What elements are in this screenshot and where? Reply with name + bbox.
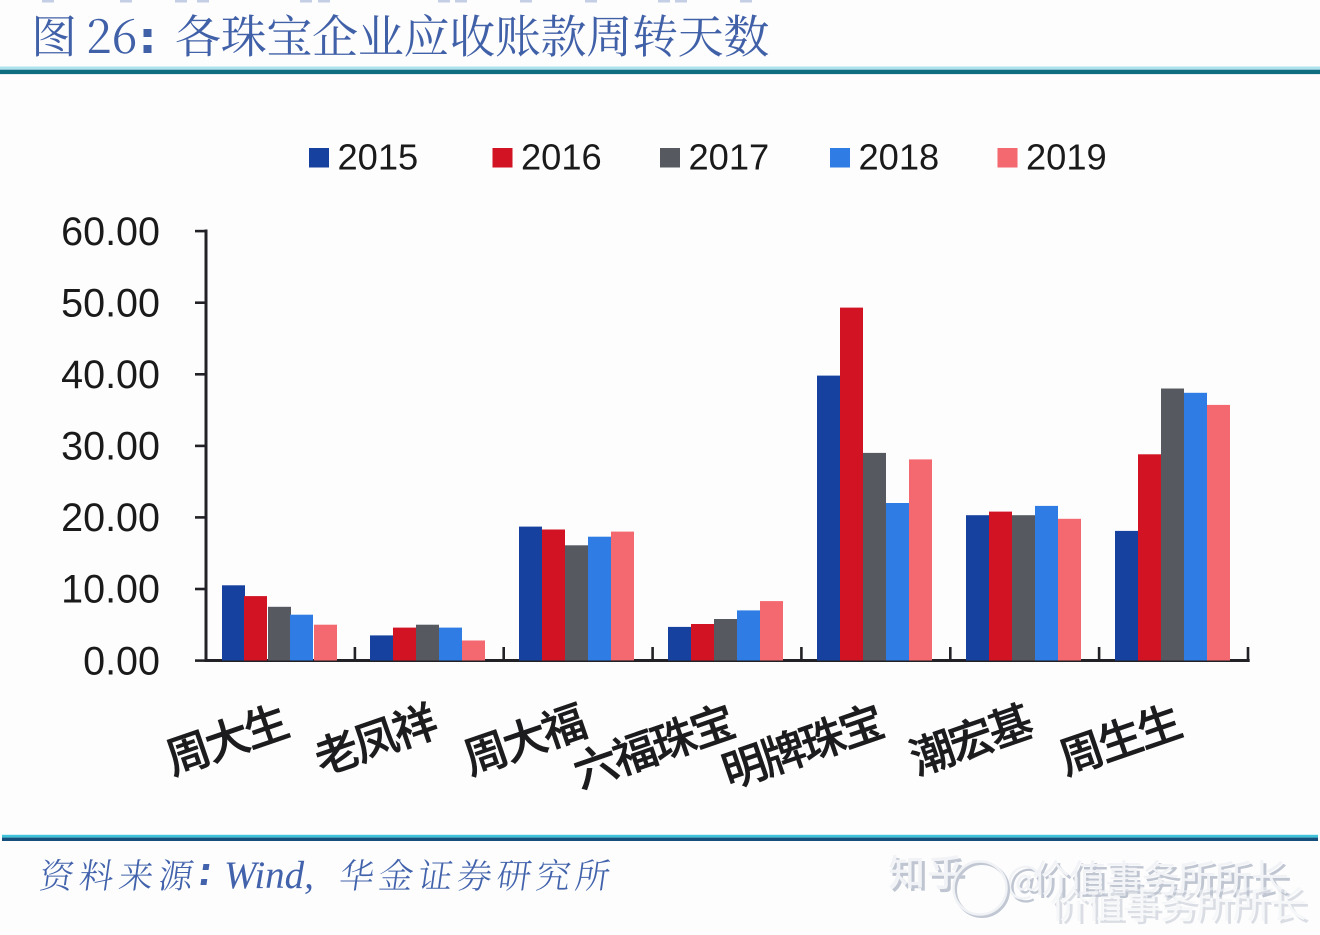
svg-text:0.00: 0.00 <box>83 639 160 683</box>
svg-text:2015: 2015 <box>338 137 419 178</box>
svg-text:30.00: 30.00 <box>61 425 160 469</box>
svg-text:60.00: 60.00 <box>61 210 160 254</box>
svg-text:2017: 2017 <box>689 137 770 178</box>
svg-text:2018: 2018 <box>859 137 940 178</box>
svg-text:2016: 2016 <box>521 137 602 178</box>
svg-text:Wind,: Wind, <box>224 854 314 897</box>
svg-text:2019: 2019 <box>1026 137 1107 178</box>
svg-text:40.00: 40.00 <box>61 353 160 397</box>
svg-text:10.00: 10.00 <box>61 568 160 612</box>
svg-text:50.00: 50.00 <box>61 281 160 325</box>
svg-text:20.00: 20.00 <box>61 496 160 540</box>
